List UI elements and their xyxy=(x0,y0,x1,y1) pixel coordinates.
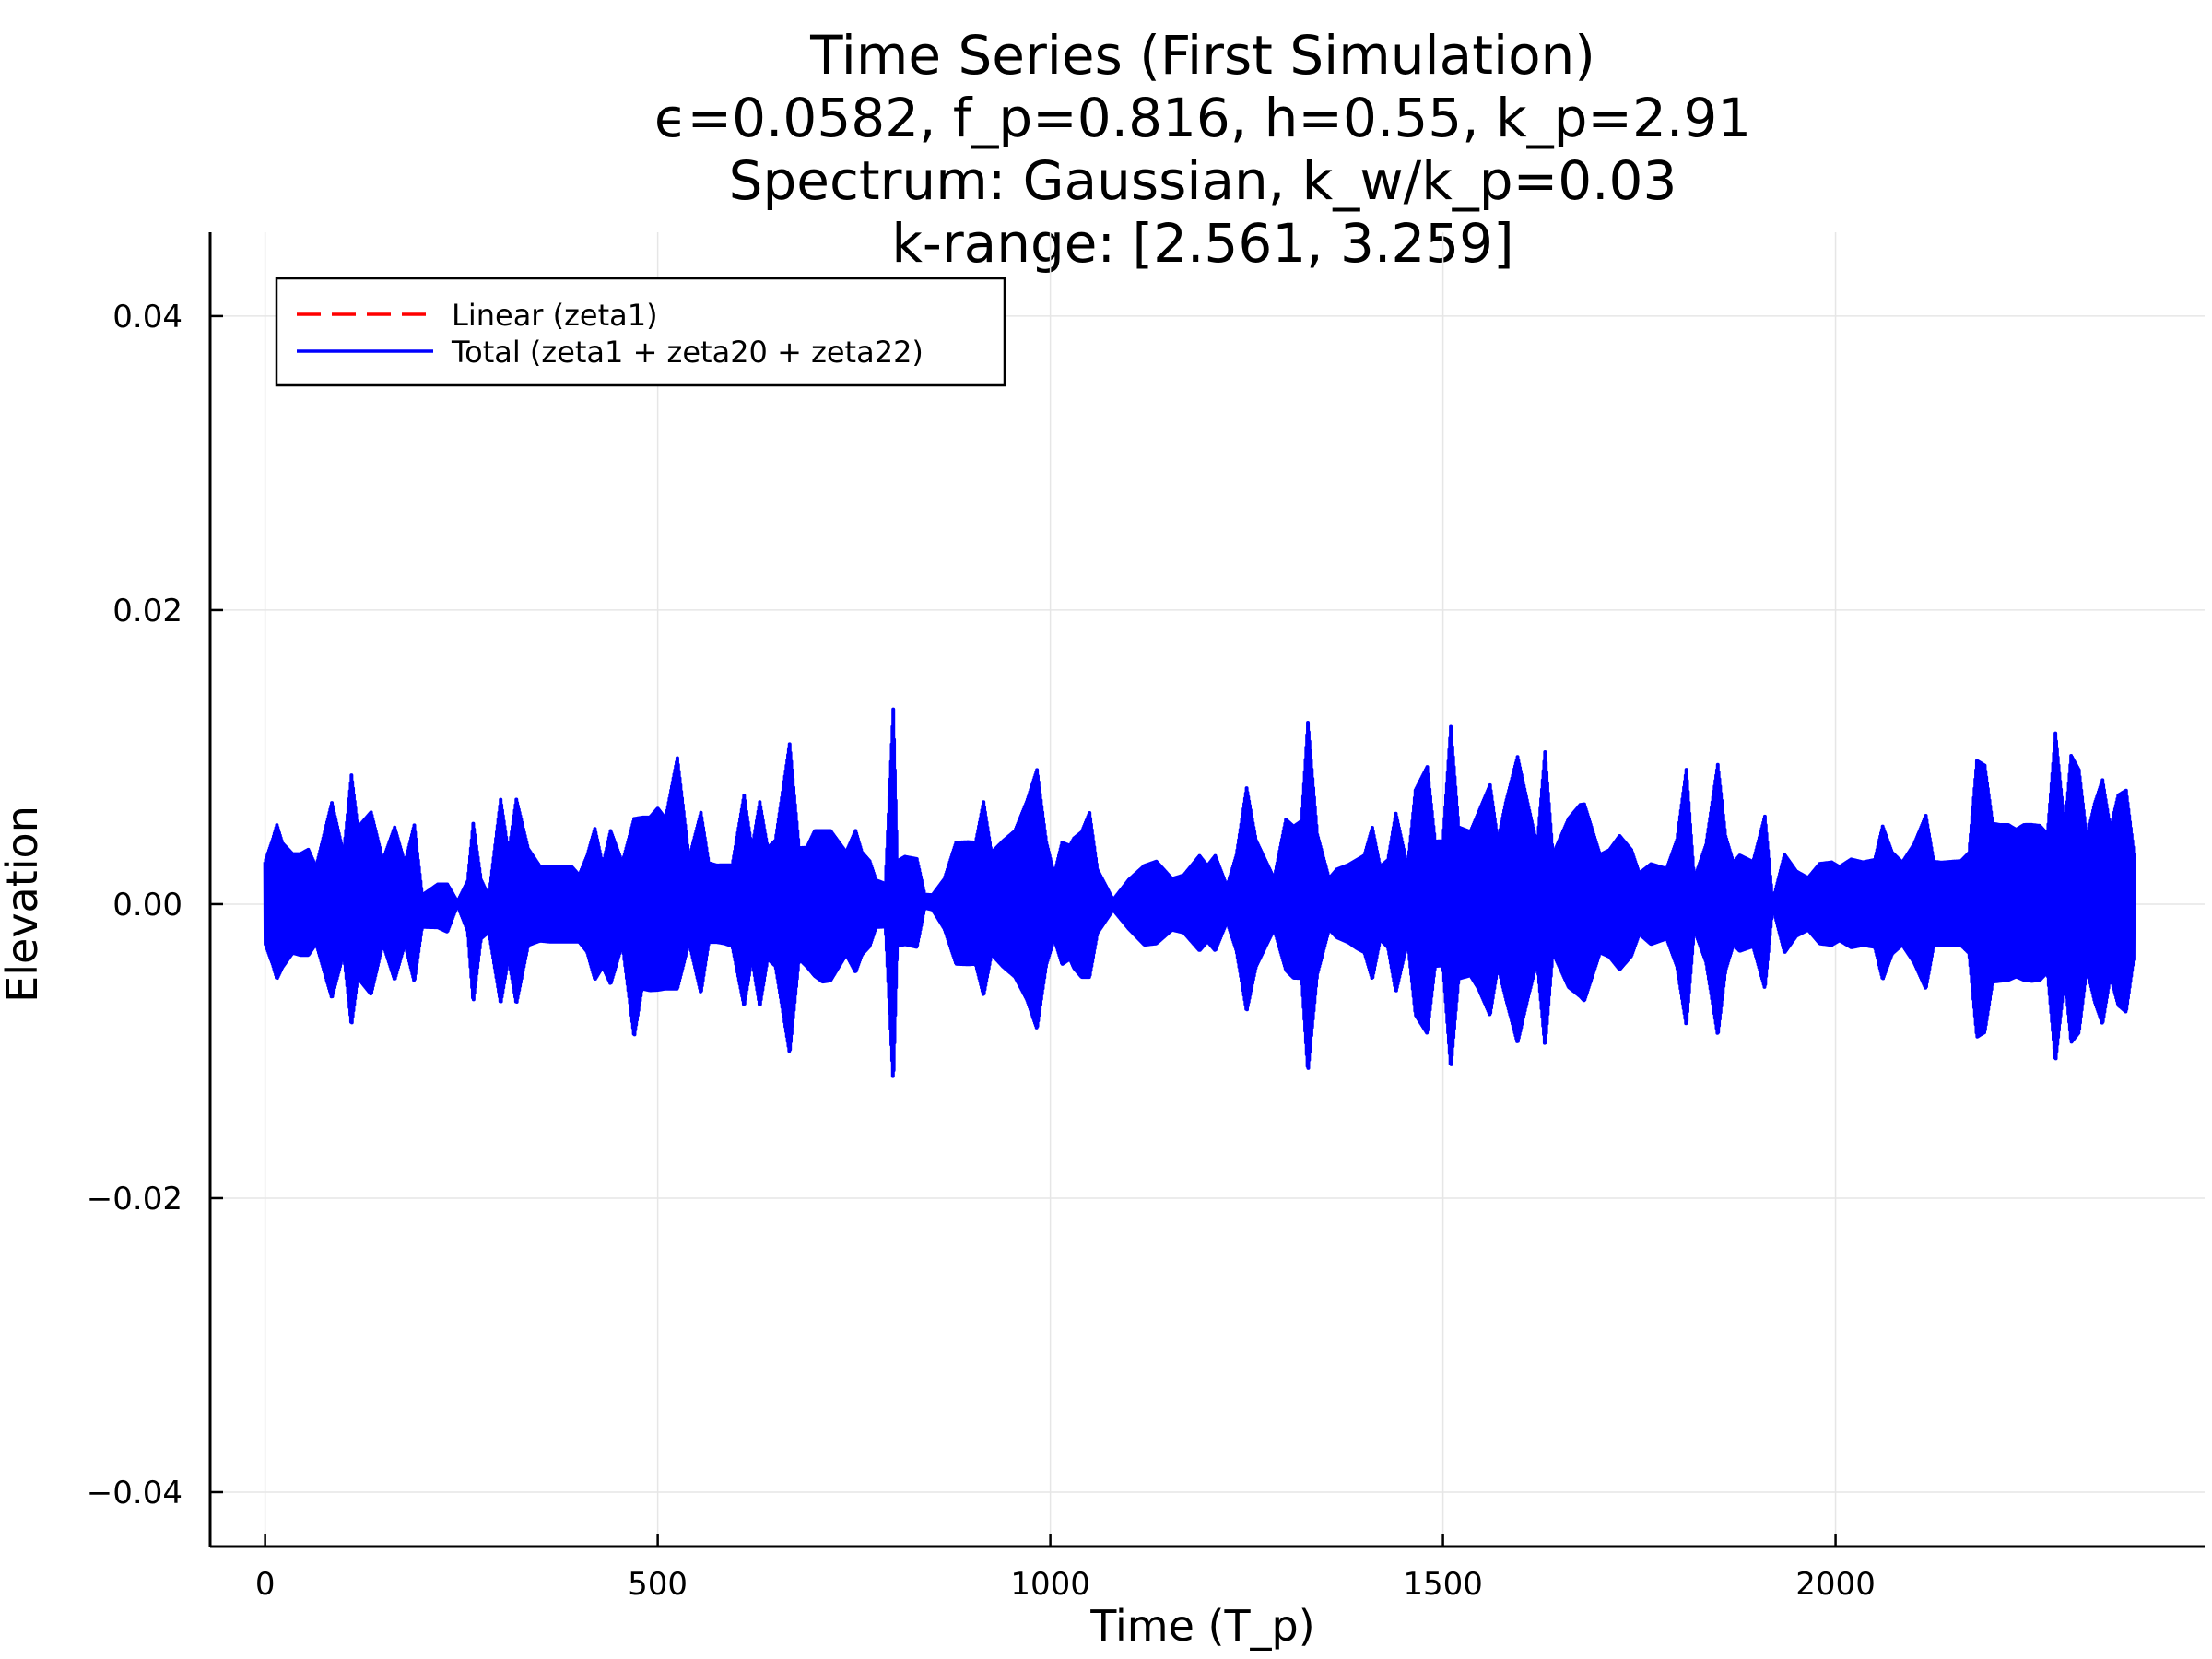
x-tick-label-2: 1000 xyxy=(1010,1566,1090,1603)
tick-labels: 0 500 1000 1500 2000 −0.04 −0.02 0.00 0.02 0.04 xyxy=(87,299,1876,1603)
x-tick-label-3: 1500 xyxy=(1403,1566,1483,1603)
y-tick-label-2: 0.00 xyxy=(112,887,182,924)
x-tick-label-1: 500 xyxy=(628,1566,688,1603)
axes xyxy=(208,232,2205,1548)
chart-title: Time Series (First Simulation) ϵ=0.0582,… xyxy=(654,24,1751,275)
legend-label-total: Total (zeta1 + zeta20 + zeta22) xyxy=(451,335,924,370)
x-tick-label-4: 2000 xyxy=(1795,1566,1876,1603)
title-line-3: Spectrum: Gaussian, k_w/k_p=0.03 xyxy=(729,149,1677,212)
y-axis-label: Elevation xyxy=(0,806,47,1003)
y-tick-label-3: 0.02 xyxy=(112,593,182,629)
legend: Linear (zeta1) Total (zeta1 + zeta20 + z… xyxy=(275,276,1006,387)
y-tick-label-0: −0.04 xyxy=(87,1475,182,1512)
x-axis-label: Time (T_p) xyxy=(1089,1601,1314,1651)
series-line-1 xyxy=(263,707,2136,1078)
y-tick-label-4: 0.04 xyxy=(112,299,182,335)
title-line-2: ϵ=0.0582, f_p=0.816, h=0.55, k_p=2.91 xyxy=(654,87,1751,149)
y-tick-label-1: −0.02 xyxy=(87,1181,182,1218)
title-line-1: Time Series (First Simulation) xyxy=(809,24,1595,87)
legend-label-linear: Linear (zeta1) xyxy=(452,298,658,333)
title-line-4: k-range: [2.561, 3.259] xyxy=(891,212,1513,275)
x-tick-label-0: 0 xyxy=(255,1566,276,1603)
legend-box xyxy=(275,276,1006,387)
plot-series xyxy=(263,707,2136,1078)
